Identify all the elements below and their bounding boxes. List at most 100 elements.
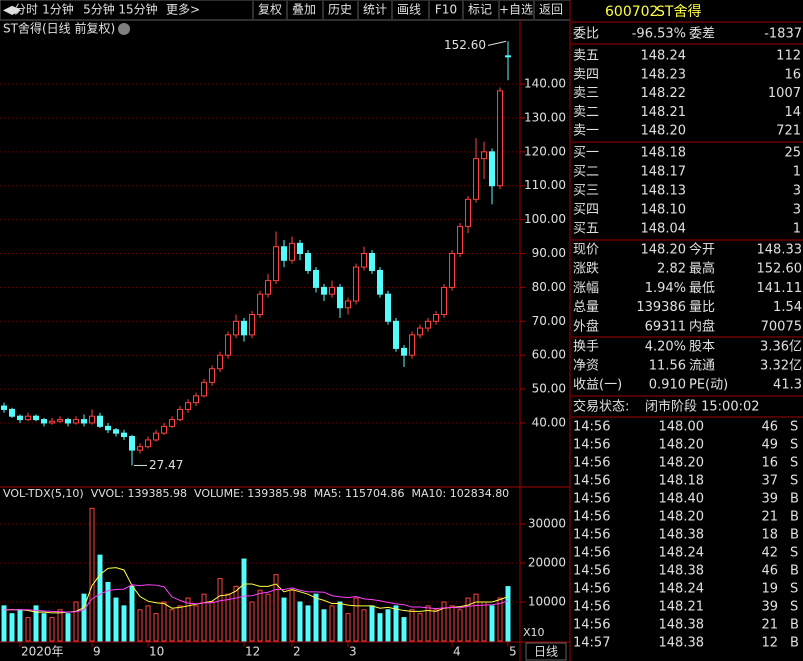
toolbar-button[interactable]: 1分钟: [42, 2, 74, 17]
stat-label: 收益(一): [573, 378, 622, 393]
volume-bar: [345, 613, 351, 642]
stat-value: 3.36亿: [760, 340, 802, 355]
trade-price: 148.38: [659, 636, 705, 651]
trade-volume: 39: [761, 600, 778, 615]
volume-bar: [65, 613, 71, 642]
trade-side: S: [790, 474, 798, 489]
candle-body: [41, 419, 47, 424]
trade-side: S: [790, 582, 798, 597]
nav-forward[interactable]: ▶: [12, 3, 22, 17]
candle-body: [297, 242, 303, 255]
candle-body: [305, 253, 311, 271]
title-menu-icon[interactable]: [118, 23, 130, 35]
volume-bar: [401, 617, 407, 642]
stat-label: 涨幅: [573, 281, 599, 296]
period-box[interactable]: [525, 642, 567, 661]
candle-body: [1, 405, 7, 410]
candle-body: [169, 419, 175, 427]
toolbar-button[interactable]: 画线: [397, 3, 421, 17]
volume-bar: [265, 593, 271, 642]
volume-bar: [1, 605, 7, 642]
y-tick-label: 30000: [528, 516, 566, 530]
candle-body: [113, 429, 119, 434]
trade-volume: 37: [761, 474, 778, 489]
candle-body: [97, 415, 103, 427]
volume-bar: [89, 507, 95, 642]
candle-body: [177, 408, 183, 421]
volume-bar: [297, 601, 303, 642]
toolbar-button[interactable]: 历史: [328, 3, 352, 17]
volume-bar: [129, 585, 135, 642]
trade-price: 148.20: [659, 510, 705, 525]
candle-body: [241, 320, 247, 336]
order-label: 卖二: [573, 105, 599, 120]
volume-bar: [457, 609, 463, 642]
volume-bar: [25, 617, 31, 642]
volume-header: VOL-TDX(5,10): [3, 487, 84, 500]
volume-bar: [305, 605, 311, 642]
candle-body: [17, 415, 23, 421]
chart-title: ST舍得(日线 前复权): [3, 21, 115, 36]
order-label: 卖五: [573, 49, 599, 64]
candle-body: [401, 347, 407, 356]
period-label[interactable]: 日线: [534, 645, 558, 659]
trade-volume: 19: [761, 582, 778, 597]
order-volume: 3: [793, 184, 801, 199]
toolbar-button[interactable]: 分时: [14, 3, 38, 17]
nav-back[interactable]: ◀: [3, 3, 13, 17]
stat-label: 换手: [573, 340, 599, 355]
order-label: 卖一: [573, 124, 599, 139]
candle-body: [153, 432, 159, 441]
trade-time: 14:56: [573, 582, 610, 597]
y-tick-label: 80.00: [532, 280, 566, 294]
candle-body: [345, 300, 351, 309]
trade-side: S: [790, 546, 798, 561]
toolbar-button[interactable]: 返回: [539, 3, 563, 17]
volume-bar: [409, 609, 415, 642]
high-annotation: 152.60: [444, 38, 486, 52]
order-volume: 3: [793, 203, 801, 218]
y-tick-label: 110.00: [524, 178, 566, 192]
order-volume: 1: [793, 222, 801, 237]
volume-bar: [361, 609, 367, 642]
date-label: 2: [293, 645, 301, 659]
stat-value: 4.20%: [645, 340, 686, 355]
trade-price: 148.38: [659, 564, 705, 579]
toolbar-button[interactable]: F10: [435, 3, 457, 17]
trade-time: 14:56: [573, 618, 610, 633]
y-tick-label: 90.00: [532, 246, 566, 260]
trade-price: 148.24: [659, 582, 705, 597]
stat-value: 41.3: [773, 378, 802, 393]
toolbar-button[interactable]: 统计: [363, 3, 387, 17]
volume-header: MA10: 102834.80: [411, 487, 509, 500]
candle-body: [129, 436, 135, 451]
volume-bar: [281, 597, 287, 642]
candle-body: [9, 408, 15, 417]
y-tick-label: 20000: [528, 555, 566, 569]
volume-bar: [377, 613, 383, 642]
stat-value: 148.33: [757, 243, 803, 258]
candle-body: [473, 158, 479, 200]
volume-bar: [353, 597, 359, 642]
trade-price: 148.20: [659, 456, 705, 471]
toolbar-button[interactable]: 5分钟: [83, 2, 115, 17]
stat-value: 152.60: [757, 262, 803, 277]
toolbar-button[interactable]: 复权: [258, 3, 282, 17]
stat-label: 涨跌: [573, 261, 599, 277]
toolbar-button[interactable]: 15分钟: [118, 2, 157, 17]
trade-side: S: [790, 456, 798, 471]
trade-time: 14:56: [573, 546, 610, 561]
volume-bar: [289, 589, 295, 642]
toolbar-button[interactable]: 叠加: [292, 3, 316, 17]
order-volume: 112: [776, 49, 801, 64]
quote-value: -1837: [764, 27, 802, 42]
trade-side: B: [790, 636, 799, 651]
toolbar-button[interactable]: 更多>: [166, 3, 200, 17]
toolbar-button[interactable]: +自选: [499, 3, 533, 17]
candle-body: [417, 327, 423, 336]
volume-bar: [273, 574, 279, 642]
order-price: 148.13: [641, 184, 687, 199]
toolbar-button[interactable]: 标记: [468, 3, 492, 17]
date-label: 10: [149, 645, 164, 659]
